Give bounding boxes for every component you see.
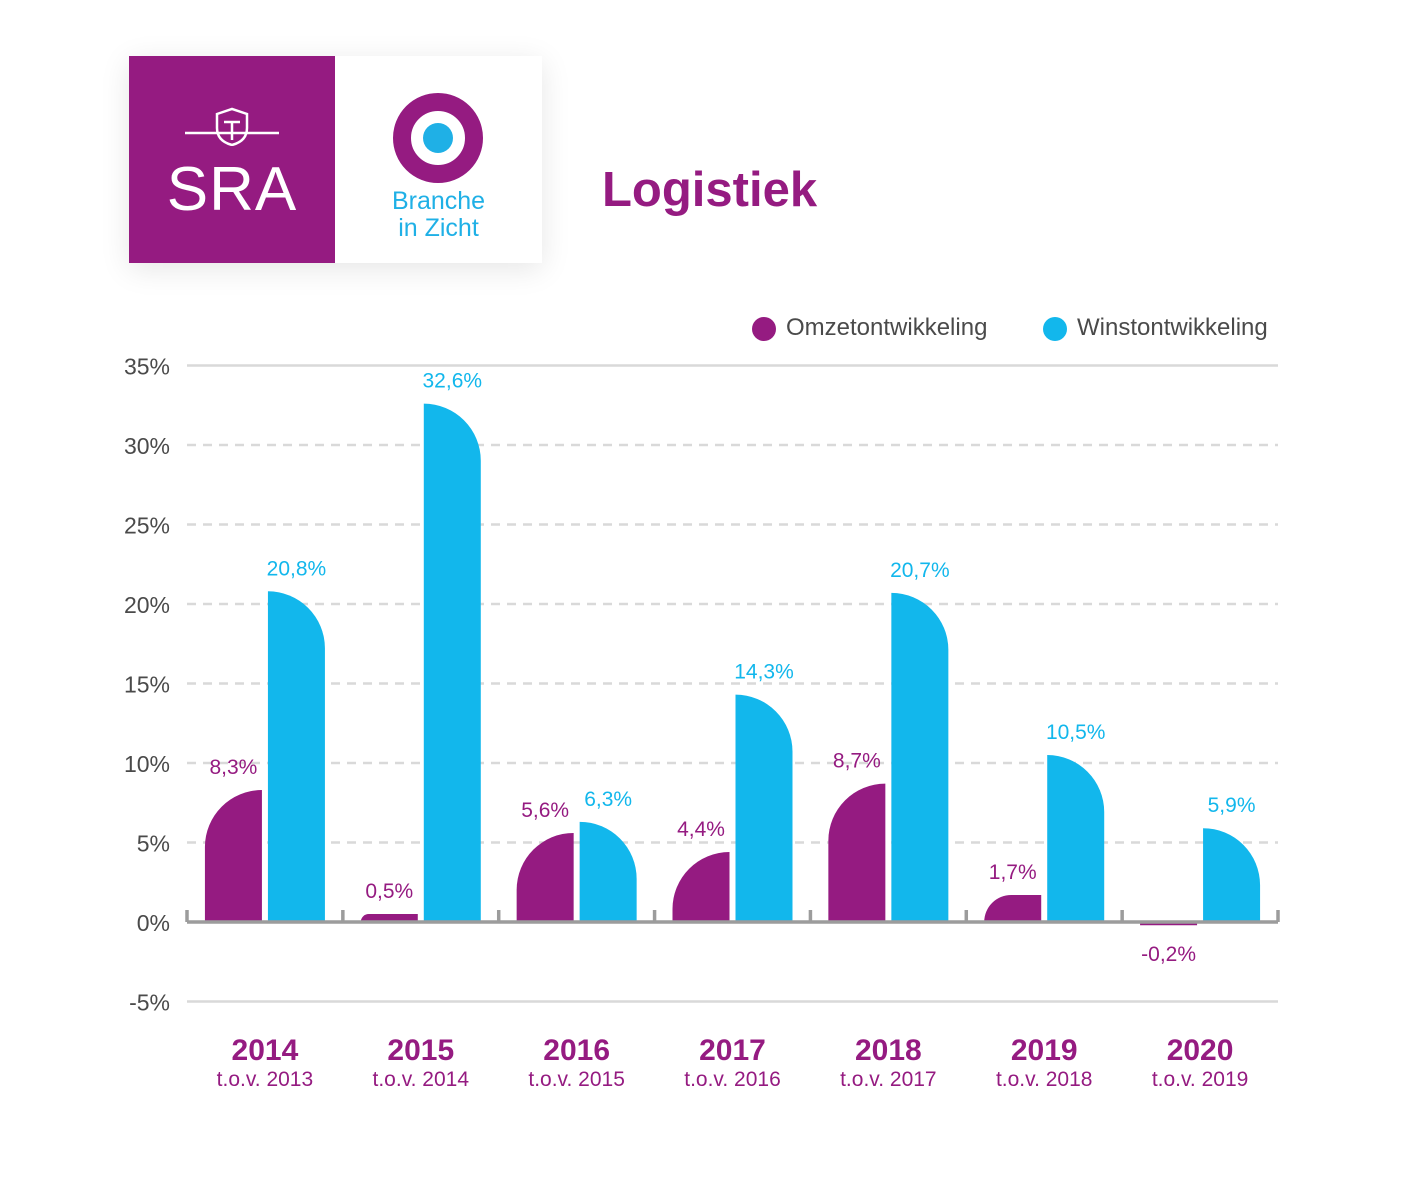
- in-zicht-text: in Zicht: [398, 214, 479, 242]
- x-tick-sublabel: t.o.v. 2018: [996, 1068, 1093, 1091]
- omzet-data-label: 1,7%: [989, 861, 1037, 884]
- sra-logo: SRA: [129, 56, 335, 263]
- winst-data-label: 10,5%: [1046, 721, 1106, 744]
- x-tick-label: 2019: [1011, 1034, 1078, 1067]
- logo-card: SRA Branche in Zicht: [129, 56, 542, 263]
- y-tick-label: 35%: [124, 354, 170, 380]
- x-tick-label: 2018: [855, 1034, 922, 1067]
- y-tick-label: 15%: [124, 672, 170, 698]
- branche-in-zicht-logo: Branche in Zicht: [335, 56, 542, 263]
- omzet-data-label: 4,4%: [677, 818, 725, 841]
- sra-emblem-icon: [185, 107, 279, 146]
- omzet-bar: [984, 894, 1042, 922]
- omzet-bar: [516, 832, 574, 922]
- winst-data-label: 32,6%: [423, 370, 483, 393]
- x-tick-sublabel: t.o.v. 2013: [217, 1068, 314, 1091]
- omzet-data-label: 8,3%: [209, 756, 257, 779]
- omzet-data-label: 0,5%: [365, 880, 413, 903]
- winst-bar: [1203, 828, 1261, 922]
- x-tick-label: 2020: [1167, 1034, 1234, 1067]
- x-tick-label: 2017: [699, 1034, 766, 1067]
- legend-item-omzet: Omzetontwikkeling: [752, 313, 987, 343]
- y-tick-label: 30%: [124, 433, 170, 459]
- omzet-bar: [360, 914, 418, 922]
- winst-data-label: 20,8%: [267, 557, 327, 580]
- x-tick-sublabel: t.o.v. 2019: [1152, 1068, 1249, 1091]
- omzet-data-label: 8,7%: [833, 750, 881, 773]
- winst-bar: [1047, 755, 1105, 922]
- winst-data-label: 6,3%: [584, 788, 632, 811]
- legend-label-winst: Winstontwikkeling: [1077, 314, 1268, 341]
- winst-bar: [423, 403, 481, 922]
- x-tick-sublabel: t.o.v. 2016: [684, 1068, 781, 1091]
- page-title: Logistiek: [602, 163, 818, 217]
- y-tick-label: 20%: [124, 592, 170, 618]
- branche-text: Branche: [391, 187, 486, 215]
- omzet-data-label: 5,6%: [521, 799, 569, 822]
- y-tick-label: 25%: [124, 513, 170, 539]
- omzet-data-label: -0,2%: [1141, 943, 1196, 966]
- winst-bar: [735, 694, 793, 922]
- y-tick-label: -5%: [129, 990, 170, 1016]
- omzet-bar: [828, 783, 886, 922]
- x-tick-sublabel: t.o.v. 2015: [528, 1068, 625, 1091]
- target-icon: [393, 93, 483, 183]
- winst-data-label: 20,7%: [890, 559, 950, 582]
- legend-item-winst: Winstontwikkeling: [1043, 313, 1268, 343]
- winst-bar: [891, 592, 949, 922]
- x-tick-label: 2016: [543, 1034, 610, 1067]
- x-tick-label: 2014: [232, 1034, 299, 1067]
- omzet-bar: [204, 790, 262, 922]
- y-tick-label: 0%: [137, 910, 170, 936]
- winst-bar: [267, 591, 325, 922]
- y-tick-label: 10%: [124, 751, 170, 777]
- x-tick-sublabel: t.o.v. 2014: [373, 1068, 470, 1091]
- x-tick-sublabel: t.o.v. 2017: [840, 1068, 937, 1091]
- omzet-bar: [672, 852, 730, 922]
- winst-data-label: 5,9%: [1208, 794, 1256, 817]
- legend-dot-omzet: [752, 317, 776, 341]
- sra-logo-text: SRA: [166, 155, 298, 224]
- legend-dot-winst: [1043, 317, 1067, 341]
- winst-data-label: 14,3%: [734, 661, 794, 684]
- x-tick-label: 2015: [387, 1034, 454, 1067]
- winst-bar: [579, 821, 637, 922]
- branche-in-zicht-text: Branche in Zicht: [335, 188, 542, 242]
- y-tick-label: 5%: [137, 831, 170, 857]
- legend-label-omzet: Omzetontwikkeling: [786, 314, 988, 341]
